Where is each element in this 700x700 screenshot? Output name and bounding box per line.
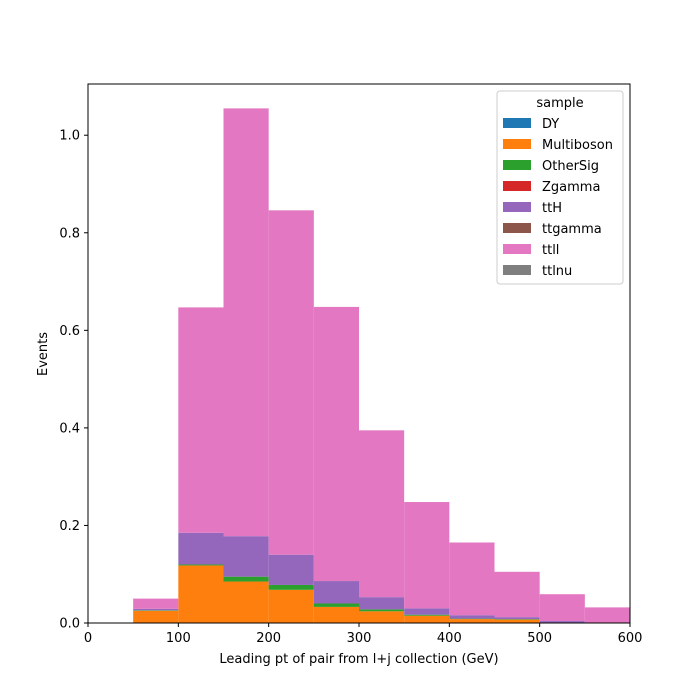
bar-multiboson-bin-4 (313, 606, 359, 623)
bar-ttll-bin-1 (178, 307, 224, 533)
y-tick-label: 0.4 (59, 421, 80, 436)
bar-tth-bin-2 (223, 536, 269, 577)
legend-title: sample (536, 96, 583, 111)
y-tick-label: 0.2 (59, 519, 80, 534)
x-tick-label: 400 (437, 631, 462, 646)
x-axis-label: Leading pt of pair from l+j collection (… (219, 652, 498, 667)
legend-swatch-tth (503, 202, 531, 212)
bar-ttll-bin-7 (449, 542, 495, 616)
legend-label-multiboson: Multiboson (542, 138, 613, 153)
bar-othersig-bin-5 (359, 609, 405, 612)
x-tick-label: 600 (618, 631, 643, 646)
legend-label-ttgamma: ttgamma (542, 222, 602, 237)
y-axis-ticks: 0.0 0.2 0.4 0.6 0.8 1.0 (59, 129, 88, 632)
bar-tth-bin-9 (539, 621, 585, 623)
legend-label-ttll: ttll (542, 243, 559, 258)
bar-tth-bin-8 (494, 617, 540, 620)
legend-swatch-dy (503, 118, 531, 128)
bar-ttll-bin-5 (359, 430, 405, 598)
bar-tth-bin-4 (313, 581, 359, 604)
x-tick-label: 500 (527, 631, 552, 646)
y-axis-label: Events (36, 332, 51, 376)
bar-othersig-bin-6 (404, 614, 450, 616)
x-axis-ticks: 0 100 200 300 400 500 600 (84, 623, 643, 646)
bar-multiboson-bin-3 (268, 589, 314, 623)
legend-swatch-multiboson (503, 139, 531, 149)
legend-label-othersig: OtherSig (542, 159, 599, 174)
bar-tth-bin-6 (404, 608, 450, 615)
histogram-bars (133, 108, 630, 623)
y-tick-label: 0.0 (59, 617, 80, 632)
legend-entries: DY Multiboson OtherSig Zgamma ttH ttgamma ttll… (503, 117, 613, 279)
bar-othersig-bin-2 (223, 576, 269, 582)
bar-othersig-bin-1 (178, 564, 224, 566)
bar-tth-bin-0 (133, 608, 179, 611)
legend-swatch-ttll (503, 244, 531, 254)
bar-ttll-bin-8 (494, 571, 540, 618)
bar-ttll-bin-0 (133, 598, 179, 609)
bar-multiboson-bin-2 (223, 581, 269, 623)
legend-swatch-ttlnu (503, 265, 531, 275)
bar-ttll-bin-2 (223, 108, 269, 537)
legend-swatch-othersig (503, 160, 531, 170)
legend-label-dy: DY (542, 117, 559, 132)
bar-multiboson-bin-5 (359, 611, 405, 623)
bar-ttll-bin-6 (404, 502, 450, 609)
legend-label-zgamma: Zgamma (542, 180, 600, 195)
bar-multiboson-bin-7 (449, 619, 495, 623)
bar-multiboson-bin-8 (494, 619, 540, 623)
bar-ttll-bin-3 (268, 210, 314, 555)
bar-othersig-bin-3 (268, 584, 314, 590)
y-tick-label: 0.8 (59, 226, 80, 241)
bar-multiboson-bin-6 (404, 615, 450, 623)
x-tick-label: 0 (84, 631, 92, 646)
legend-label-tth: ttH (542, 201, 562, 216)
x-tick-label: 300 (347, 631, 372, 646)
x-tick-label: 200 (256, 631, 281, 646)
legend: sample DY Multiboson OtherSig Zgamma ttH ttga… (496, 90, 624, 285)
y-tick-label: 1.0 (59, 129, 80, 144)
bar-multiboson-bin-0 (133, 610, 179, 623)
bar-tth-bin-7 (449, 615, 495, 619)
legend-label-ttlnu: ttlnu (542, 264, 572, 279)
y-tick-label: 0.6 (59, 324, 80, 339)
bar-ttll-bin-4 (313, 306, 359, 582)
bar-othersig-bin-4 (313, 603, 359, 607)
legend-swatch-ttgamma (503, 223, 531, 233)
bar-tth-bin-5 (359, 597, 405, 610)
x-tick-label: 100 (166, 631, 191, 646)
bar-ttll-bin-9 (539, 594, 585, 622)
bar-tth-bin-1 (178, 532, 224, 565)
bar-ttll-bin-10 (584, 607, 630, 623)
legend-swatch-zgamma (503, 181, 531, 191)
bar-multiboson-bin-1 (178, 565, 224, 623)
bar-tth-bin-3 (268, 554, 314, 585)
